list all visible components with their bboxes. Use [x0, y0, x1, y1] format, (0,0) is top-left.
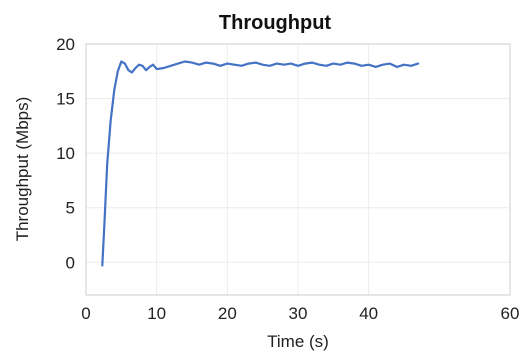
- x-axis: 0 10 20 30 40 60: [81, 304, 519, 323]
- chart-title: Throughput: [219, 12, 332, 34]
- y-tick-label: 5: [66, 199, 75, 218]
- throughput-line: [101, 60, 420, 267]
- grid: [85, 43, 511, 295]
- y-axis: 0 5 10 15 20: [56, 35, 75, 272]
- y-tick-label: 0: [66, 253, 75, 272]
- x-tick-label: 20: [218, 304, 237, 323]
- plot-area: [101, 60, 420, 267]
- x-axis-label: Time (s): [267, 332, 329, 351]
- x-tick-label: 0: [81, 304, 90, 323]
- x-tick-label: 60: [501, 304, 520, 323]
- plot-frame: [85, 43, 511, 296]
- y-tick-label: 10: [56, 144, 75, 163]
- y-tick-label: 20: [56, 35, 75, 54]
- x-tick-label: 30: [289, 304, 308, 323]
- y-axis-label: Throughput (Mbps): [13, 97, 32, 242]
- x-tick-label: 10: [147, 304, 166, 323]
- y-tick-label: 15: [56, 90, 75, 109]
- x-tick-label: 40: [359, 304, 378, 323]
